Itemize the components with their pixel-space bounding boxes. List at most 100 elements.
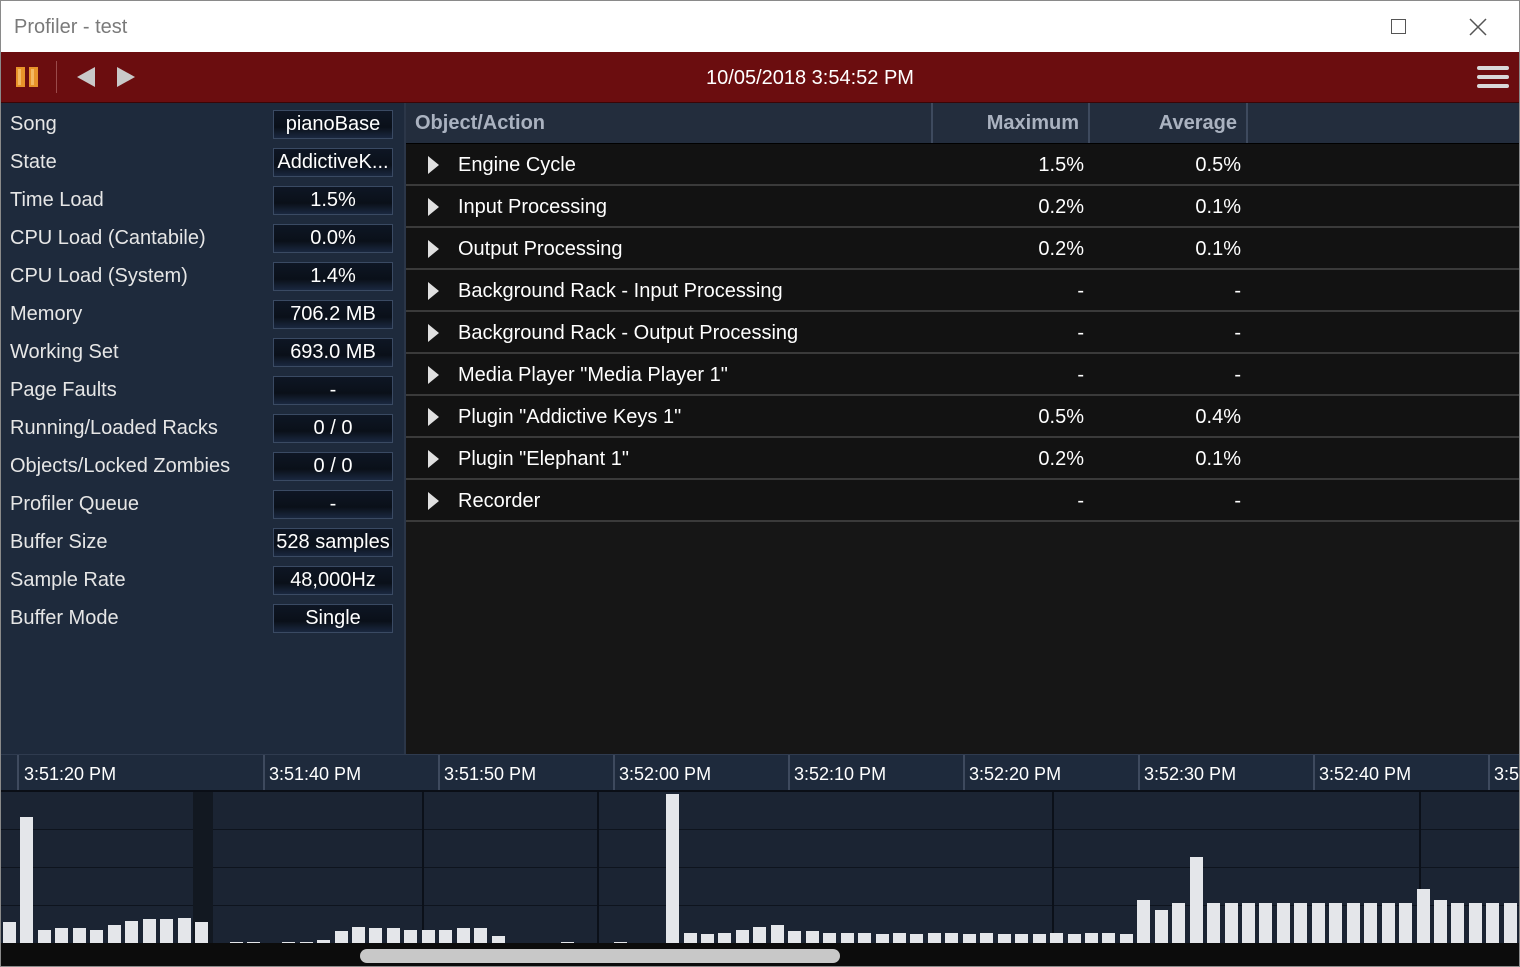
column-header-maximum[interactable]: Maximum: [986, 112, 1079, 134]
timeline-axis[interactable]: 3:51:20 PM 3:51:40 PM 3:51:50 PM 3:52:00…: [1, 754, 1519, 791]
load-bar: [753, 927, 767, 945]
load-bar: [840, 933, 854, 945]
table-row[interactable]: Plugin "Elephant 1" 0.2% 0.1%: [406, 438, 1519, 480]
expand-arrow-icon[interactable]: [428, 156, 439, 174]
table-row[interactable]: Background Rack - Input Processing - -: [406, 270, 1519, 312]
row-maximum: 1.5%: [1038, 154, 1084, 176]
grid-line: [1, 905, 1519, 906]
maximize-icon: [1390, 19, 1406, 34]
row-average: 0.4%: [1195, 406, 1241, 428]
load-bar: [1399, 903, 1412, 945]
stat-row-racks: Running/Loaded Racks 0 / 0: [1, 409, 404, 447]
stat-value: 0 / 0: [273, 414, 393, 443]
stat-row-sample-rate: Sample Rate 48,000Hz: [1, 561, 404, 599]
timeline-tick: [1138, 755, 1140, 791]
load-bar: [107, 925, 121, 945]
timeline-label: 3:51:50 PM: [444, 764, 537, 784]
selected-region: [193, 792, 213, 945]
stat-value: 1.5%: [273, 186, 393, 215]
timeline-label: 3:52:20 PM: [969, 764, 1062, 784]
expand-arrow-icon[interactable]: [428, 324, 439, 342]
row-maximum: 0.5%: [1038, 406, 1084, 428]
load-bar: [718, 933, 732, 945]
scrollbar-thumb[interactable]: [360, 949, 840, 963]
stats-panel: Song pianoBase State AddictiveK... Time Lo…: [1, 103, 406, 754]
maximize-button[interactable]: [1363, 1, 1433, 52]
stat-value: 1.4%: [273, 262, 393, 291]
timeline-label: 3:52:30 PM: [1144, 764, 1237, 784]
column-divider[interactable]: [1246, 103, 1248, 143]
load-bar: [142, 919, 156, 945]
profile-table: Object/Action Maximum Average Engine Cyc…: [406, 103, 1519, 754]
table-row[interactable]: Engine Cycle 1.5% 0.5%: [406, 144, 1519, 186]
expand-arrow-icon[interactable]: [428, 198, 439, 216]
forward-button[interactable]: [111, 62, 141, 92]
stat-row-song: Song pianoBase: [1, 105, 404, 143]
stat-label: CPU Load (System): [10, 265, 188, 287]
row-average: 0.5%: [1195, 154, 1241, 176]
expand-arrow-icon[interactable]: [428, 240, 439, 258]
back-button[interactable]: [71, 62, 101, 92]
close-icon: [1469, 17, 1487, 36]
load-bar: [160, 919, 173, 945]
load-bar: [369, 928, 383, 945]
load-bar: [770, 925, 784, 945]
table-row[interactable]: Media Player "Media Player 1" - -: [406, 354, 1519, 396]
column-header-average[interactable]: Average: [1158, 112, 1237, 134]
stat-row-cpu-cantabile: CPU Load (Cantabile) 0.0%: [1, 219, 404, 257]
stat-value: 528 samples: [273, 528, 393, 557]
load-bar: [1154, 910, 1168, 945]
pause-button[interactable]: [13, 62, 43, 92]
timeline-tick: [1313, 755, 1315, 791]
table-row[interactable]: Background Rack - Output Processing - -: [406, 312, 1519, 354]
stat-value: Single: [273, 604, 393, 633]
column-divider[interactable]: [931, 103, 933, 143]
title-bar: Profiler - test: [1, 1, 1519, 52]
profile-datetime: 10/05/2018 3:54:52 PM: [706, 67, 914, 89]
row-average: -: [1234, 490, 1241, 512]
column-divider[interactable]: [1088, 103, 1090, 143]
table-row[interactable]: Plugin "Addictive Keys 1" 0.5% 0.4%: [406, 396, 1519, 438]
close-button[interactable]: [1443, 1, 1513, 52]
stat-row-cpu-system: CPU Load (System) 1.4%: [1, 257, 404, 295]
toolbar: 10/05/2018 3:54:52 PM: [1, 52, 1519, 103]
table-row[interactable]: Output Processing 0.2% 0.1%: [406, 228, 1519, 270]
toolbar-separator: [56, 61, 57, 93]
stat-value: 48,000Hz: [273, 566, 393, 595]
load-history-graph[interactable]: [1, 790, 1519, 945]
timeline-label: 3:5: [1494, 764, 1520, 784]
load-bar: [997, 934, 1011, 945]
expand-arrow-icon[interactable]: [428, 366, 439, 384]
back-arrow-icon: [77, 67, 95, 87]
row-average: -: [1234, 364, 1241, 386]
timeline-tick: [263, 755, 265, 791]
forward-arrow-icon: [117, 67, 135, 87]
stat-row-time-load: Time Load 1.5%: [1, 181, 404, 219]
load-bar: [735, 930, 749, 945]
load-bar: [892, 933, 906, 945]
load-bar: [788, 931, 802, 945]
stat-label: Profiler Queue: [10, 493, 139, 515]
expand-arrow-icon[interactable]: [428, 450, 439, 468]
expand-arrow-icon[interactable]: [428, 492, 439, 510]
load-bar: [1259, 903, 1273, 945]
menu-button[interactable]: [1475, 62, 1511, 92]
load-bar: [1084, 933, 1098, 945]
minimize-button[interactable]: [1283, 1, 1353, 52]
column-header-object-action[interactable]: Object/Action: [415, 112, 546, 134]
table-row[interactable]: Recorder - -: [406, 480, 1519, 522]
load-bar: [20, 817, 34, 945]
timeline-label: 3:52:10 PM: [794, 764, 887, 784]
table-row[interactable]: Input Processing 0.2% 0.1%: [406, 186, 1519, 228]
row-name: Background Rack - Output Processing: [458, 322, 799, 344]
horizontal-scrollbar[interactable]: [1, 943, 1519, 966]
load-bar: [1050, 933, 1063, 945]
expand-arrow-icon[interactable]: [428, 408, 439, 426]
expand-arrow-icon[interactable]: [428, 282, 439, 300]
load-bar: [980, 933, 994, 945]
grid-line: [1419, 792, 1421, 945]
load-bar: [1503, 903, 1517, 945]
stat-label: Buffer Size: [10, 531, 108, 553]
stat-value: AddictiveK...: [273, 148, 393, 177]
stat-value: 0 / 0: [273, 452, 393, 481]
